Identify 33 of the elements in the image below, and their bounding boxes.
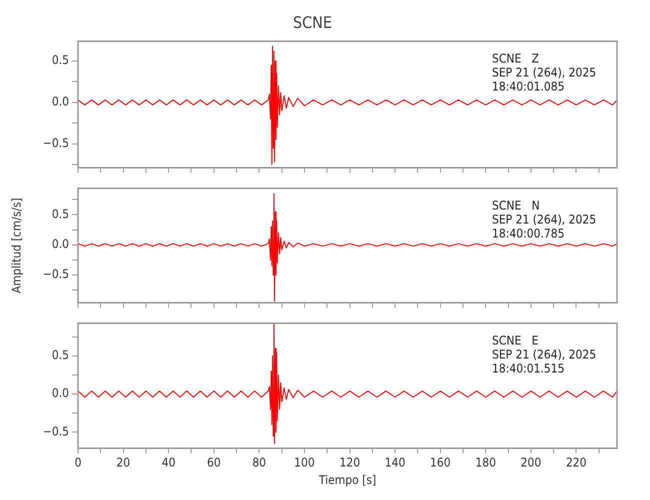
x-tick-label: 180: [475, 456, 496, 470]
annotation: SEP 21 (264), 2025: [492, 347, 596, 362]
annotation: SEP 21 (264), 2025: [492, 65, 596, 80]
x-tick-label: 0: [74, 456, 82, 470]
y-tick-label: 0.5: [52, 206, 69, 221]
y-axis-title: Amplitud [cm/s/s]: [9, 198, 24, 294]
x-tick-label: 20: [116, 456, 130, 470]
x-tick-label: 80: [252, 456, 266, 470]
y-tick-label: 0.5: [52, 53, 69, 68]
y-tick-label: 0.0: [52, 237, 70, 252]
x-tick-label: 160: [430, 456, 451, 470]
annotation: 18:40:01.515: [492, 361, 565, 376]
x-tick-label: 60: [207, 456, 221, 470]
x-axis-title: Tiempo [s]: [318, 472, 376, 487]
x-tick-label: 200: [520, 456, 542, 470]
annotation: SCNE Z: [492, 51, 539, 66]
x-tick-label: 100: [294, 456, 315, 470]
y-tick-label: 0.0: [52, 386, 70, 400]
y-tick-label: 0.5: [52, 348, 69, 362]
chart-title: SCNE: [292, 12, 332, 32]
y-tick-label: 0.0: [52, 94, 70, 109]
y-tick-label: −0.5: [42, 267, 69, 282]
annotation: SEP 21 (264), 2025: [492, 212, 596, 226]
y-tick-label: −0.5: [42, 424, 69, 438]
x-tick-label: 120: [339, 456, 360, 470]
annotation: SCNE E: [492, 333, 539, 348]
x-tick-label: 40: [162, 456, 176, 470]
annotation: 18:40:01.085: [492, 79, 565, 94]
x-tick-label: 140: [384, 456, 406, 470]
x-tick-label: 220: [566, 456, 587, 470]
annotation: 18:40:00.785: [492, 226, 565, 240]
annotation: SCNE N: [492, 198, 540, 212]
y-tick-label: −0.5: [42, 136, 69, 150]
